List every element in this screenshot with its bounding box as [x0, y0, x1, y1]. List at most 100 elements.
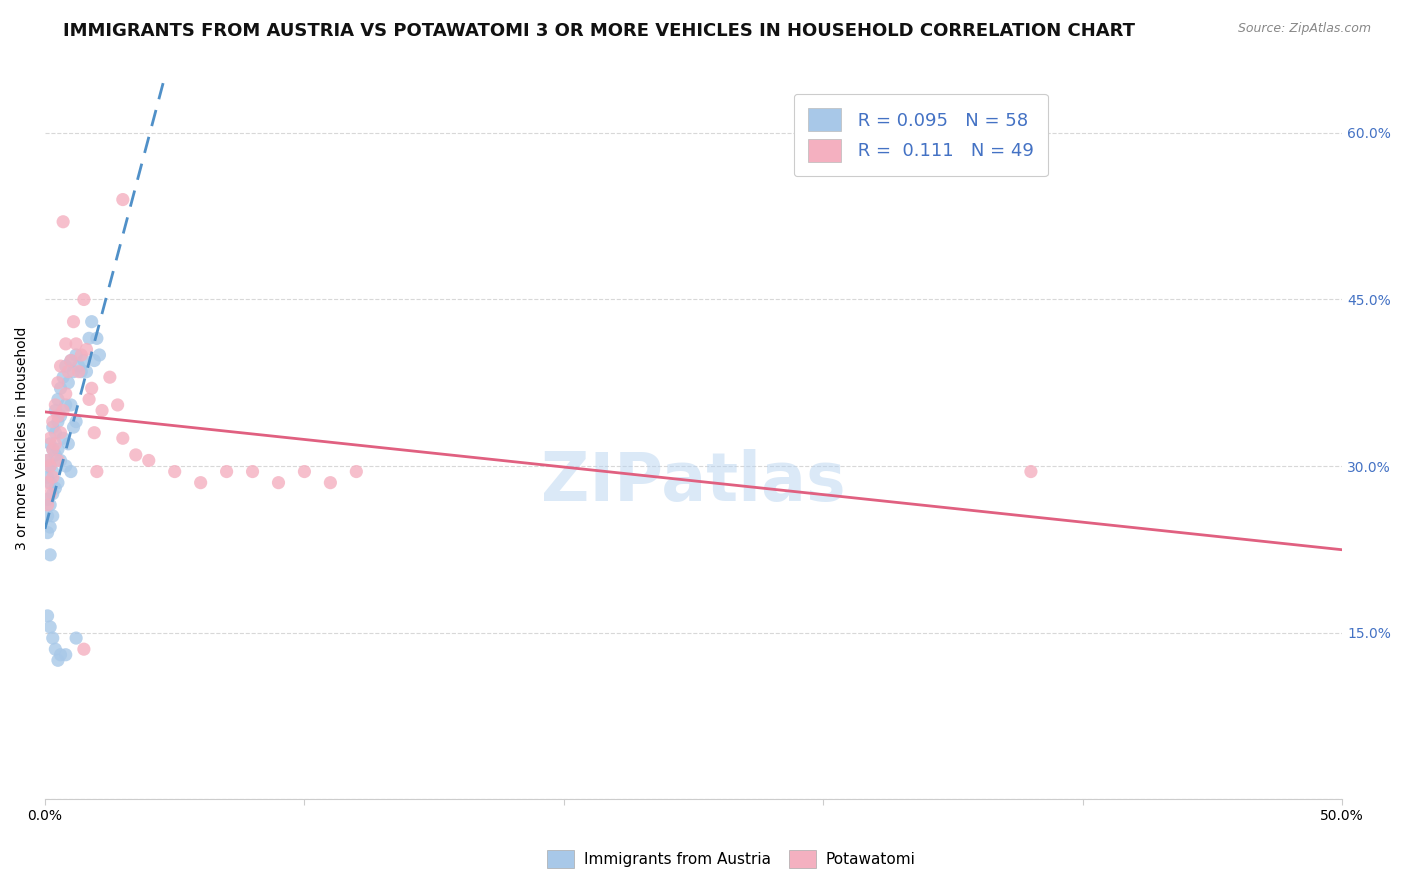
Point — [39, 458, 62, 473]
Point — [39, 498, 62, 512]
Point — [52, 431, 75, 445]
Point — [62, 365, 84, 379]
Point — [163, 465, 186, 479]
Point — [52, 403, 75, 417]
Point — [215, 465, 238, 479]
Text: ZIPatlas: ZIPatlas — [541, 449, 846, 515]
Point — [59, 353, 82, 368]
Point — [80, 381, 103, 395]
Point — [67, 359, 90, 373]
Point — [86, 465, 108, 479]
Point — [76, 343, 98, 357]
Point — [294, 465, 316, 479]
Point — [49, 409, 72, 423]
Point — [37, 470, 59, 484]
Point — [42, 508, 65, 523]
Point — [37, 453, 59, 467]
Point — [58, 376, 80, 390]
Point — [267, 475, 290, 490]
Point — [73, 353, 96, 368]
Point — [42, 465, 65, 479]
Point — [39, 548, 62, 562]
Point — [37, 498, 59, 512]
Point — [55, 648, 77, 662]
Point — [49, 453, 72, 467]
Point — [344, 465, 367, 479]
Point — [55, 359, 77, 373]
Point — [42, 420, 65, 434]
Point — [73, 642, 96, 657]
Legend: Immigrants from Austria, Potawatomi: Immigrants from Austria, Potawatomi — [541, 844, 921, 873]
Point — [67, 365, 90, 379]
Point — [59, 398, 82, 412]
Point — [46, 392, 69, 407]
Text: IMMIGRANTS FROM AUSTRIA VS POTAWATOMI 3 OR MORE VEHICLES IN HOUSEHOLD CORRELATIO: IMMIGRANTS FROM AUSTRIA VS POTAWATOMI 3 … — [63, 22, 1135, 40]
Point — [65, 631, 87, 645]
Point — [111, 431, 134, 445]
Point — [46, 453, 69, 467]
Point — [49, 381, 72, 395]
Point — [111, 193, 134, 207]
Point — [42, 442, 65, 457]
Point — [107, 398, 129, 412]
Point — [55, 387, 77, 401]
Point — [55, 337, 77, 351]
Point — [83, 425, 105, 440]
Legend:  R = 0.095   N = 58,  R =  0.111   N = 49: R = 0.095 N = 58, R = 0.111 N = 49 — [794, 94, 1047, 177]
Point — [58, 437, 80, 451]
Point — [39, 520, 62, 534]
Point — [65, 415, 87, 429]
Point — [37, 453, 59, 467]
Point — [86, 331, 108, 345]
Point — [46, 409, 69, 423]
Point — [46, 415, 69, 429]
Point — [46, 653, 69, 667]
Point — [89, 348, 111, 362]
Point — [62, 420, 84, 434]
Point — [39, 620, 62, 634]
Point — [42, 442, 65, 457]
Point — [46, 376, 69, 390]
Point — [37, 525, 59, 540]
Point — [65, 337, 87, 351]
Point — [52, 215, 75, 229]
Point — [42, 631, 65, 645]
Point — [42, 470, 65, 484]
Point — [49, 425, 72, 440]
Point — [49, 648, 72, 662]
Point — [46, 442, 69, 457]
Point — [37, 492, 59, 507]
Point — [42, 487, 65, 501]
Point — [37, 608, 59, 623]
Point — [70, 365, 93, 379]
Point — [91, 403, 114, 417]
Point — [77, 331, 100, 345]
Point — [1019, 465, 1042, 479]
Point — [37, 508, 59, 523]
Point — [242, 465, 264, 479]
Point — [59, 465, 82, 479]
Point — [44, 425, 66, 440]
Point — [76, 365, 98, 379]
Point — [80, 315, 103, 329]
Point — [37, 475, 59, 490]
Point — [39, 437, 62, 451]
Point — [77, 392, 100, 407]
Point — [138, 453, 160, 467]
Point — [73, 293, 96, 307]
Point — [39, 487, 62, 501]
Point — [319, 475, 342, 490]
Point — [44, 437, 66, 451]
Y-axis label: 3 or more Vehicles in Household: 3 or more Vehicles in Household — [15, 326, 30, 550]
Point — [44, 481, 66, 495]
Point — [44, 642, 66, 657]
Point — [83, 353, 105, 368]
Point — [44, 398, 66, 412]
Point — [42, 415, 65, 429]
Point — [49, 359, 72, 373]
Point — [190, 475, 212, 490]
Point — [52, 370, 75, 384]
Point — [46, 475, 69, 490]
Point — [44, 448, 66, 462]
Point — [65, 348, 87, 362]
